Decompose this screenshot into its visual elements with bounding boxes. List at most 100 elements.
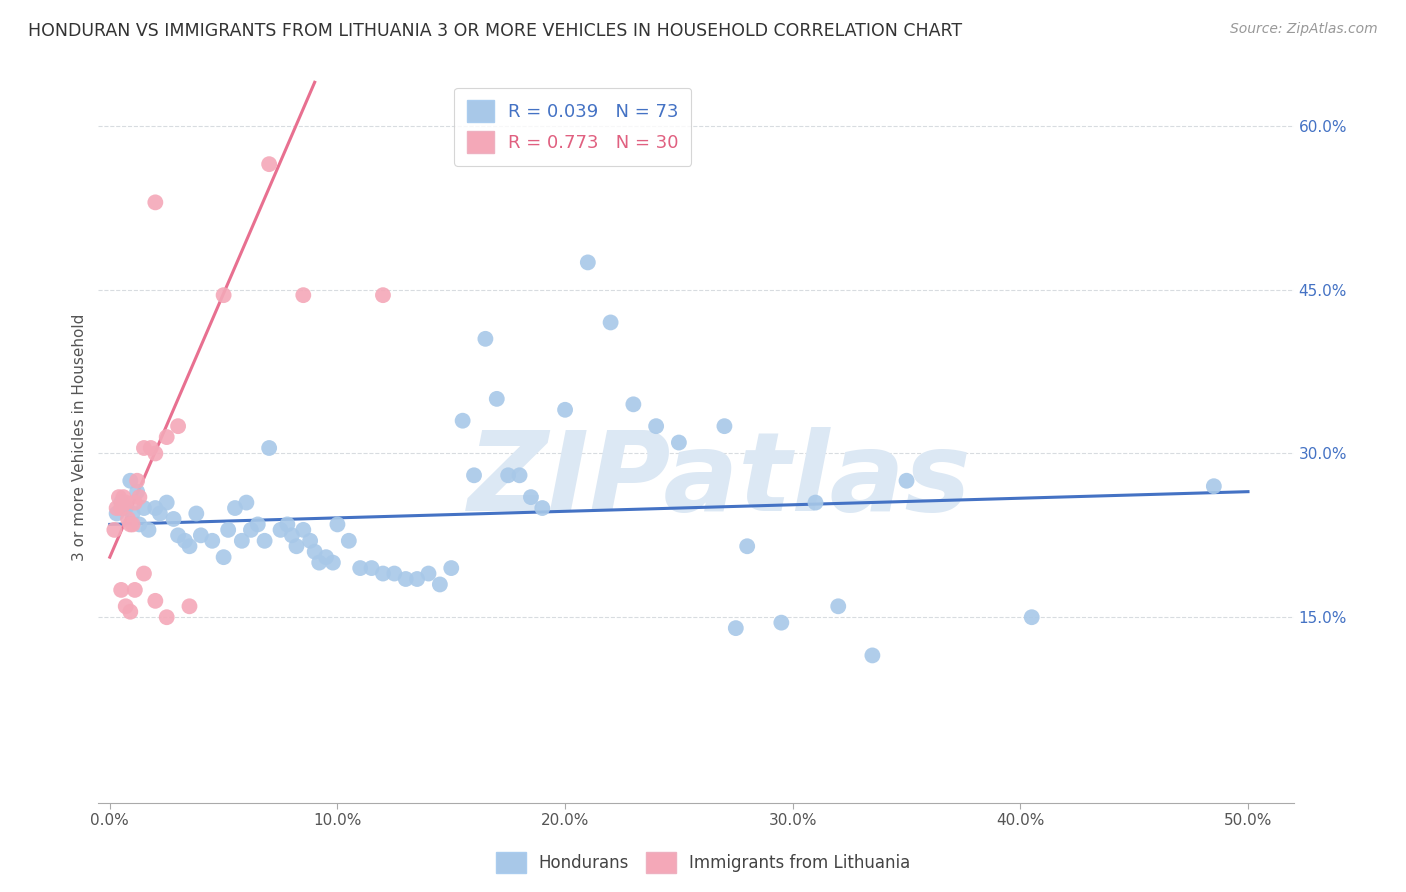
Point — [167, 528, 190, 542]
Point — [110, 582, 132, 597]
Point — [531, 501, 554, 516]
Point — [299, 533, 322, 548]
Point — [124, 582, 146, 597]
Point — [139, 441, 162, 455]
Point — [114, 599, 136, 614]
Text: HONDURAN VS IMMIGRANTS FROM LITHUANIA 3 OR MORE VEHICLES IN HOUSEHOLD CORRELATIO: HONDURAN VS IMMIGRANTS FROM LITHUANIA 3 … — [28, 22, 962, 40]
Point — [120, 474, 142, 488]
Point — [520, 490, 543, 504]
Point — [1202, 479, 1225, 493]
Point — [257, 441, 280, 455]
Point — [322, 556, 344, 570]
Point — [645, 419, 668, 434]
Point — [143, 501, 166, 516]
Point — [103, 523, 125, 537]
Point — [485, 392, 508, 406]
Point — [285, 539, 308, 553]
Point — [190, 528, 212, 542]
Point — [253, 533, 276, 548]
Point — [713, 419, 735, 434]
Point — [120, 517, 142, 532]
Point — [110, 501, 132, 516]
Point — [174, 533, 197, 548]
Point — [451, 414, 474, 428]
Y-axis label: 3 or more Vehicles in Household: 3 or more Vehicles in Household — [72, 313, 87, 561]
Text: Source: ZipAtlas.com: Source: ZipAtlas.com — [1230, 22, 1378, 37]
Point — [621, 397, 644, 411]
Legend: R = 0.039   N = 73, R = 0.773   N = 30: R = 0.039 N = 73, R = 0.773 N = 30 — [454, 87, 692, 166]
Point — [382, 566, 405, 581]
Point — [308, 556, 330, 570]
Point — [143, 195, 166, 210]
Point — [292, 288, 315, 302]
Point — [108, 490, 131, 504]
Point — [576, 255, 599, 269]
Point — [231, 533, 253, 548]
Point — [281, 528, 304, 542]
Point — [186, 507, 208, 521]
Legend: Hondurans, Immigrants from Lithuania: Hondurans, Immigrants from Lithuania — [489, 846, 917, 880]
Point — [304, 545, 326, 559]
Point — [429, 577, 451, 591]
Point — [143, 594, 166, 608]
Point — [212, 288, 235, 302]
Point — [860, 648, 883, 663]
Point — [735, 539, 758, 553]
Point — [599, 315, 621, 329]
Point — [224, 501, 246, 516]
Point — [257, 157, 280, 171]
Point — [112, 490, 135, 504]
Point — [496, 468, 519, 483]
Point — [143, 446, 166, 460]
Point — [395, 572, 418, 586]
Point — [270, 523, 292, 537]
Point — [114, 501, 136, 516]
Point — [127, 484, 149, 499]
Point — [162, 512, 184, 526]
Point — [132, 501, 155, 516]
Point — [371, 566, 394, 581]
Point — [110, 495, 132, 509]
Point — [315, 550, 337, 565]
Point — [121, 507, 143, 521]
Point — [114, 495, 136, 509]
Point — [212, 550, 235, 565]
Point — [360, 561, 382, 575]
Point — [217, 523, 239, 537]
Point — [156, 495, 179, 509]
Point — [105, 507, 128, 521]
Point — [128, 490, 150, 504]
Point — [156, 430, 179, 444]
Point — [235, 495, 257, 509]
Point — [179, 539, 201, 553]
Point — [156, 610, 179, 624]
Point — [128, 517, 150, 532]
Point — [463, 468, 485, 483]
Point — [418, 566, 440, 581]
Point — [509, 468, 531, 483]
Point — [554, 402, 576, 417]
Point — [406, 572, 429, 586]
Point — [201, 533, 224, 548]
Point — [804, 495, 827, 509]
Point — [117, 512, 139, 526]
Point — [724, 621, 747, 635]
Text: ZIPatlas: ZIPatlas — [468, 427, 972, 534]
Point — [827, 599, 849, 614]
Point — [132, 441, 155, 455]
Point — [896, 474, 918, 488]
Point — [276, 517, 298, 532]
Point — [440, 561, 463, 575]
Point — [105, 501, 128, 516]
Point — [474, 332, 496, 346]
Point — [179, 599, 201, 614]
Point — [349, 561, 371, 575]
Point — [121, 517, 143, 532]
Point — [239, 523, 262, 537]
Point — [371, 288, 394, 302]
Point — [124, 495, 146, 509]
Point — [246, 517, 269, 532]
Point — [1021, 610, 1043, 624]
Point — [120, 605, 142, 619]
Point — [132, 566, 155, 581]
